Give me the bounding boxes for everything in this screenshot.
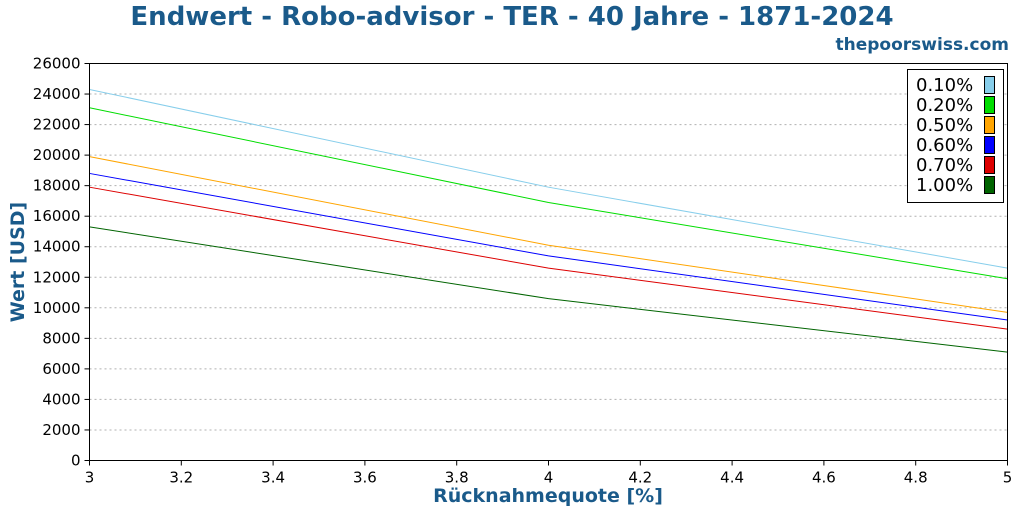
y-tick-label: 6000 (42, 360, 80, 378)
x-tick-label: 5 (1003, 469, 1013, 487)
chart-title: Endwert - Robo-advisor - TER - 40 Jahre … (130, 2, 893, 32)
legend-label: 0.70% (916, 155, 973, 176)
y-tick-label: 26000 (33, 55, 81, 73)
series-lines (89, 88, 1008, 353)
y-tick-label: 22000 (33, 116, 81, 134)
legend-swatch (984, 76, 995, 94)
y-tick-label: 16000 (33, 207, 81, 225)
y-tick-label: 12000 (33, 268, 81, 286)
x-tick-label: 3 (85, 469, 95, 487)
x-tick-label: 3.6 (353, 469, 377, 487)
y-tick-label: 4000 (42, 390, 80, 408)
legend-label: 1.00% (916, 175, 973, 196)
x-tick-label: 4 (544, 469, 554, 487)
y-axis-label: Wert [USD] (7, 202, 29, 323)
y-tick-label: 10000 (33, 299, 81, 317)
x-tick-label: 4.4 (720, 469, 744, 487)
legend: 0.10%0.20%0.50%0.60%0.70%1.00% (907, 69, 1004, 203)
axis-ticks: 0 2000 4000 6000 8000 10000 12000 14000 16000 180… (33, 55, 1012, 487)
legend-swatch (984, 156, 995, 174)
y-tick-label: 20000 (33, 146, 81, 164)
legend-label: 0.60% (916, 135, 973, 156)
series-line-2 (89, 156, 1008, 313)
y-tick-label: 2000 (42, 421, 80, 439)
y-tick-label: 24000 (33, 85, 81, 103)
x-tick-label: 4.8 (904, 469, 928, 487)
series-line-5 (89, 226, 1008, 353)
grid (89, 93, 1008, 431)
x-tick-label: 3.8 (445, 469, 469, 487)
x-axis-label: Rücknahmequote [%] (433, 485, 663, 507)
series-line-0 (89, 88, 1008, 269)
plot-area (89, 63, 1008, 461)
legend-swatch (984, 176, 995, 194)
legend-swatch (984, 136, 995, 154)
series-line-3 (89, 172, 1008, 321)
x-tick-label: 4.2 (628, 469, 652, 487)
series-line-1 (89, 107, 1008, 280)
series-line-4 (89, 186, 1008, 330)
legend-label: 0.10% (916, 75, 973, 96)
legend-label: 0.50% (916, 115, 973, 136)
x-tick-label: 3.4 (261, 469, 285, 487)
legend-swatch (984, 116, 995, 134)
x-tick-label: 3.2 (169, 469, 193, 487)
legend-swatch (984, 96, 995, 114)
legend-label: 0.20% (916, 95, 973, 116)
brand-label: thepoorswiss.com (836, 35, 1010, 55)
y-tick-label: 0 (71, 452, 81, 470)
y-tick-label: 8000 (42, 329, 80, 347)
y-tick-label: 14000 (33, 238, 81, 256)
y-tick-label: 18000 (33, 177, 81, 195)
x-tick-label: 4.6 (812, 469, 836, 487)
